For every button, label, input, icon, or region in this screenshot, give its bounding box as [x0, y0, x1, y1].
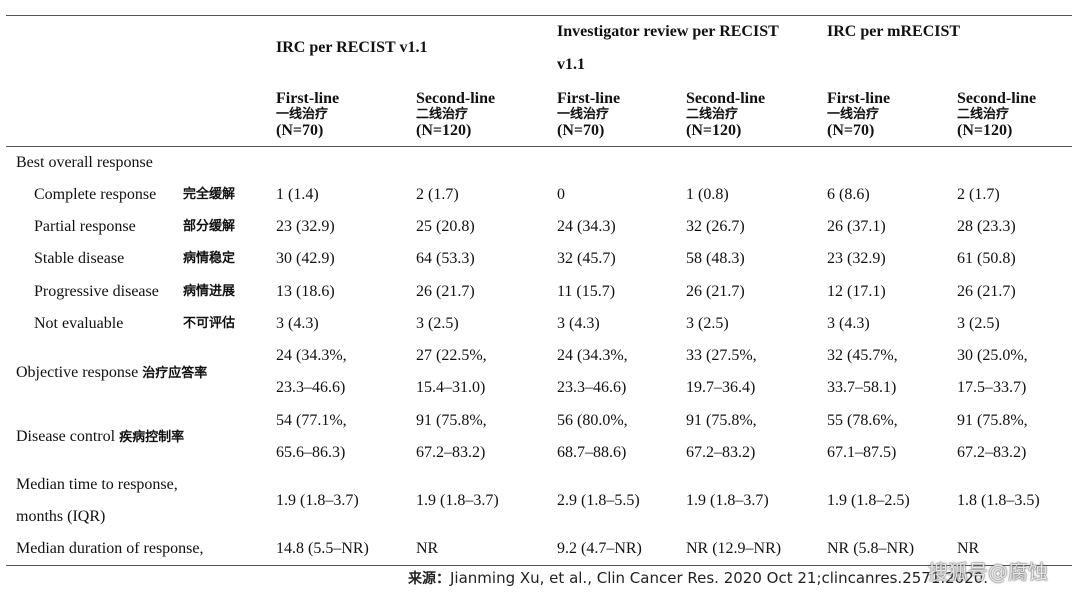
row-label: Objective response 治疗应答率 — [16, 364, 208, 381]
table-cell: 3 (2.5) — [957, 315, 1000, 332]
row-label: Progressive disease — [34, 283, 159, 300]
table-cell: 2 (1.7) — [957, 186, 1000, 203]
table-cell: NR (12.9–NR) — [686, 540, 782, 557]
table-cell: 11 (15.7) — [557, 283, 616, 300]
subcol-header: Second-line 二线治疗 (N=120) — [416, 90, 496, 139]
table-cell: 54 (77.1%, — [276, 412, 347, 429]
table-cell: 32 (45.7) — [557, 250, 616, 267]
table-cell: 1.9 (1.8–3.7) — [416, 492, 499, 509]
subcol-header: First-line 一线治疗 (N=70) — [827, 90, 891, 139]
table-cell: 67.2–83.2) — [686, 444, 756, 461]
table-cell: 26 (21.7) — [416, 283, 475, 300]
table-cell: 24 (34.3) — [557, 218, 616, 235]
table-cell: 65.6–86.3) — [276, 444, 346, 461]
source-citation: 来源：Jianming Xu, et al., Clin Cancer Res.… — [408, 569, 989, 587]
table-cell: 3 (4.3) — [557, 315, 600, 332]
table-cell: 1.9 (1.8–3.7) — [276, 492, 359, 509]
watermark: 搜狐号@腐蚀 — [928, 560, 1048, 584]
table-cell: 26 (21.7) — [686, 283, 745, 300]
table-cell: 13 (18.6) — [276, 283, 335, 300]
table-cell: 27 (22.5%, — [416, 347, 487, 364]
table-cell: 12 (17.1) — [827, 283, 886, 300]
table-cell: 3 (2.5) — [686, 315, 729, 332]
table-cell: 1.9 (1.8–3.7) — [686, 492, 769, 509]
table-cell: 1.8 (1.8–3.5) — [957, 492, 1040, 509]
table-cell: 3 (4.3) — [827, 315, 870, 332]
row-label-zh: 病情进展 — [183, 284, 236, 299]
table-cell: NR (5.8–NR) — [827, 540, 915, 557]
table-cell: 19.7–36.4) — [686, 379, 756, 396]
table-cell: 0 — [557, 186, 565, 203]
header-bottom-rule — [6, 146, 1072, 147]
row-label-zh: 病情稳定 — [183, 251, 236, 266]
table-cell: 91 (75.8%, — [686, 412, 757, 429]
group-header-investigator-line2: v1.1 — [557, 56, 585, 73]
table-cell: 91 (75.8%, — [957, 412, 1028, 429]
table-cell: 58 (48.3) — [686, 250, 745, 267]
group-header-irc-recist: IRC per RECIST v1.1 — [276, 39, 428, 56]
table-cell: 24 (34.3%, — [276, 347, 347, 364]
table-cell: 23.3–46.6) — [557, 379, 627, 396]
table-cell: 15.4–31.0) — [416, 379, 486, 396]
table-cell: 26 (21.7) — [957, 283, 1016, 300]
table-cell: NR — [957, 540, 980, 557]
table-cell: 2 (1.7) — [416, 186, 459, 203]
row-label: Disease control 疾病控制率 — [16, 428, 185, 445]
table-cell: 32 (26.7) — [686, 218, 745, 235]
table-cell: 23 (32.9) — [276, 218, 335, 235]
table-cell: 1 (1.4) — [276, 186, 319, 203]
table-top-rule — [6, 15, 1072, 16]
table-cell: 3 (2.5) — [416, 315, 459, 332]
table-cell: 24 (34.3%, — [557, 347, 628, 364]
table-cell: 33 (27.5%, — [686, 347, 757, 364]
table-cell: 55 (78.6%, — [827, 412, 898, 429]
table-cell: 68.7–88.6) — [557, 444, 627, 461]
table-cell: 61 (50.8) — [957, 250, 1016, 267]
subcol-header: First-line 一线治疗 (N=70) — [557, 90, 621, 139]
table-bottom-rule — [6, 565, 1072, 566]
table-cell: 23.3–46.6) — [276, 379, 346, 396]
table-cell: 33.7–58.1) — [827, 379, 897, 396]
table-cell: 56 (80.0%, — [557, 412, 628, 429]
table-cell: 67.2–83.2) — [957, 444, 1027, 461]
group-header-investigator: Investigator review per RECIST — [557, 23, 779, 40]
subcol-header: Second-line 二线治疗 (N=120) — [957, 90, 1037, 139]
table-cell: 26 (37.1) — [827, 218, 886, 235]
table-cell: 23 (32.9) — [827, 250, 886, 267]
table-cell: 9.2 (4.7–NR) — [557, 540, 642, 557]
table-cell: 67.2–83.2) — [416, 444, 486, 461]
table-cell: 30 (42.9) — [276, 250, 335, 267]
table-cell: 17.5–33.7) — [957, 379, 1027, 396]
row-label: Complete response — [34, 186, 157, 203]
row-label-zh: 不可评估 — [183, 316, 236, 331]
table-cell: 2.9 (1.8–5.5) — [557, 492, 640, 509]
table-cell: 14.8 (5.5–NR) — [276, 540, 369, 557]
table-cell: 30 (25.0%, — [957, 347, 1028, 364]
row-label: Median duration of response, — [16, 540, 204, 557]
table-cell: 28 (23.3) — [957, 218, 1016, 235]
subcol-header: Second-line 二线治疗 (N=120) — [686, 90, 766, 139]
section-label-best-overall-response: Best overall response — [16, 154, 153, 171]
table-cell: 67.1–87.5) — [827, 444, 897, 461]
table-cell: 91 (75.8%, — [416, 412, 487, 429]
row-label: Median time to response, — [16, 476, 178, 493]
row-label-zh: 部分缓解 — [183, 219, 236, 234]
table-cell: 3 (4.3) — [276, 315, 319, 332]
table-cell: 32 (45.7%, — [827, 347, 898, 364]
row-label: months (IQR) — [16, 508, 106, 525]
row-label: Stable disease — [34, 250, 125, 267]
group-header-irc-mrecist: IRC per mRECIST — [827, 23, 961, 40]
row-label-zh: 完全缓解 — [183, 187, 236, 202]
row-label: Partial response — [34, 218, 136, 235]
subcol-header: First-line 一线治疗 (N=70) — [276, 90, 340, 139]
table-cell: NR — [416, 540, 439, 557]
table-cell: 25 (20.8) — [416, 218, 475, 235]
table-cell: 64 (53.3) — [416, 250, 475, 267]
table-cell: 1 (0.8) — [686, 186, 729, 203]
row-label: Not evaluable — [34, 315, 124, 332]
table-cell: 1.9 (1.8–2.5) — [827, 492, 910, 509]
table-cell: 6 (8.6) — [827, 186, 870, 203]
